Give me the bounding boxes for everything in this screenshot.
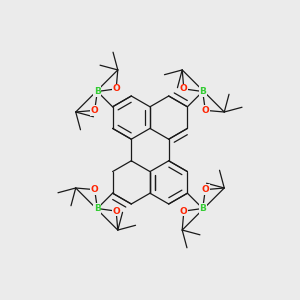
Text: B: B <box>94 87 101 96</box>
Text: O: O <box>202 185 209 194</box>
Text: O: O <box>91 185 98 194</box>
Text: B: B <box>94 204 101 213</box>
Text: O: O <box>91 106 98 115</box>
Text: B: B <box>199 204 206 213</box>
Text: B: B <box>199 87 206 96</box>
Text: O: O <box>112 84 120 93</box>
Text: O: O <box>202 106 209 115</box>
Text: O: O <box>180 207 188 216</box>
Text: O: O <box>180 84 188 93</box>
Text: O: O <box>112 207 120 216</box>
